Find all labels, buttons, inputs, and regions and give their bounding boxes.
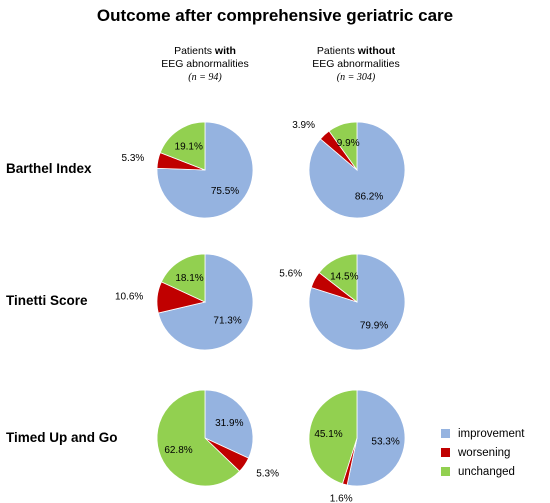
pie-tinetti-score-with-eeg-label-worsening: 10.6% [115,291,143,302]
pie-tinetti-score-with-eeg-label-unchanged: 18.1% [175,273,203,284]
column-header-with: Patients with EEG abnormalities (n = 94) [135,45,275,84]
pie-tinetti-score-with-eeg-slice-unchanged [160,253,206,303]
column-header-with-n: (n = 94) [188,72,222,83]
column-header-with-line2: EEG abnormalities [161,58,249,70]
legend: improvement worsening unchanged [441,424,524,481]
pie-tinetti-score-without-eeg-label-improvement: 79.9% [360,321,388,332]
pie-timed-up-and-go-with-eeg-label-worsening: 5.3% [256,469,279,480]
pie-timed-up-and-go-with-eeg-slice-improvement [204,389,254,459]
column-header-without: Patients without EEG abnormalities (n = … [286,45,426,84]
column-header-without-n: (n = 304) [336,72,376,83]
pie-timed-up-and-go-with-eeg-label-improvement: 31.9% [215,418,243,429]
pie-barthel-index-with-eeg-label-worsening: 5.3% [122,153,145,164]
pie-tinetti-score-without-eeg-label-worsening: 5.6% [279,269,302,280]
column-header-with-prefix: Patients [174,45,215,57]
pie-timed-up-and-go-without-eeg-slice-improvement [346,389,406,487]
pie-timed-up-and-go-without-eeg-label-worsening: 1.6% [330,494,353,503]
column-header-without-bold: without [357,45,396,57]
column-header-without-line2: EEG abnormalities [312,58,400,70]
legend-item-unchanged: unchanged [441,462,524,481]
legend-label-unchanged: unchanged [458,465,515,478]
legend-item-worsening: worsening [441,443,524,462]
pie-barthel-index-with-eeg-label-unchanged: 19.1% [175,142,203,153]
pie-barthel-index-without-eeg-label-worsening: 3.9% [292,120,315,131]
pie-timed-up-and-go-with-eeg-slice-unchanged [156,389,241,487]
row-label-barthel-index: Barthel Index [6,161,92,176]
pie-barthel-index-without-eeg-slice-unchanged [328,121,358,172]
legend-swatch-worsening [441,448,450,457]
column-header-without-prefix: Patients [316,45,358,57]
row-label-timed-up-and-go: Timed Up and Go [6,430,118,445]
pie-tinetti-score-without-eeg-label-unchanged: 14.5% [330,272,358,283]
legend-label-worsening: worsening [458,446,511,459]
pie-timed-up-and-go-without-eeg-label-unchanged: 45.1% [314,429,342,440]
pie-timed-up-and-go-without-eeg-label-improvement: 53.3% [371,437,399,448]
legend-swatch-improvement [441,429,450,438]
legend-swatch-unchanged [441,467,450,476]
pie-barthel-index-with-eeg-label-improvement: 75.5% [211,186,239,197]
pie-tinetti-score-with-eeg-label-improvement: 71.3% [213,315,241,326]
pie-timed-up-and-go-with-eeg-label-unchanged: 62.8% [164,445,192,456]
pie-barthel-index-with-eeg-slice-unchanged [159,121,206,171]
row-label-tinetti-score: Tinetti Score [6,293,88,308]
chart-title: Outcome after comprehensive geriatric ca… [96,6,454,25]
pie-barthel-index-without-eeg-label-improvement: 86.2% [355,192,383,203]
pie-barthel-index-without-eeg-label-unchanged: 9.9% [337,138,360,149]
pie-tinetti-score-without-eeg-slice-unchanged [318,253,358,303]
column-header-with-bold: with [214,45,236,57]
legend-label-improvement: improvement [458,427,525,440]
pie-timed-up-and-go-without-eeg-slice-unchanged [308,389,358,485]
legend-item-improvement: improvement [441,424,524,443]
